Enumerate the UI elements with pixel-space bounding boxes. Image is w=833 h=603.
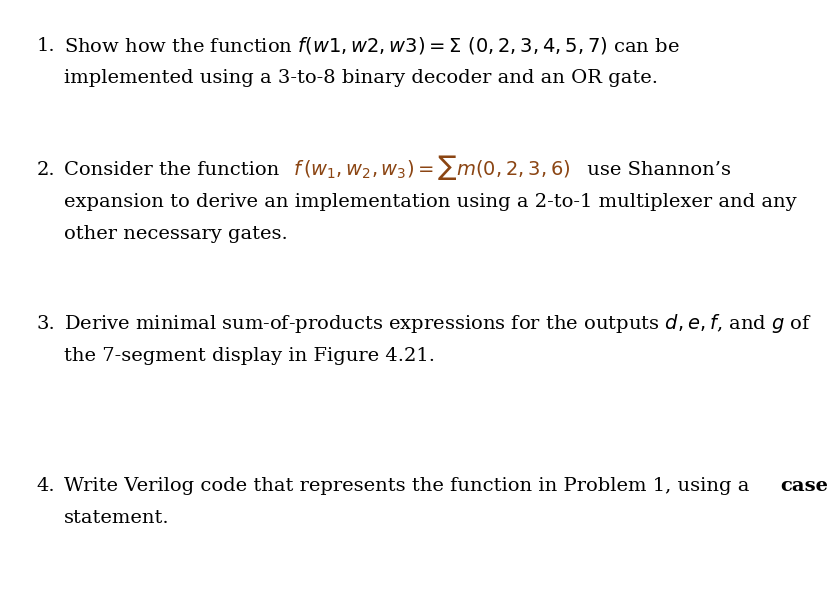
Text: use Shannon’s: use Shannon’s — [581, 161, 731, 179]
Text: 4.: 4. — [37, 478, 56, 496]
Text: Consider the function: Consider the function — [63, 161, 285, 179]
Text: 2.: 2. — [37, 161, 56, 179]
Text: case: case — [781, 478, 829, 496]
Text: 3.: 3. — [37, 315, 56, 333]
Text: Derive minimal sum-of-products expressions for the outputs $d, e, f$, and $g$ of: Derive minimal sum-of-products expressio… — [63, 312, 811, 335]
Text: 1.: 1. — [37, 37, 56, 55]
Text: other necessary gates.: other necessary gates. — [63, 225, 287, 243]
Text: Write Verilog code that represents the function in Problem 1, using a: Write Verilog code that represents the f… — [63, 478, 756, 496]
Text: statement.: statement. — [63, 510, 169, 528]
Text: expansion to derive an implementation using a 2-to-1 multiplexer and any: expansion to derive an implementation us… — [63, 193, 796, 211]
Text: the 7-segment display in Figure 4.21.: the 7-segment display in Figure 4.21. — [63, 347, 435, 365]
Text: Show how the function $f(w1, w2, w3) = \Sigma\ (0, 2, 3, 4, 5, 7)$ can be: Show how the function $f(w1, w2, w3) = \… — [63, 35, 679, 55]
Text: implemented using a 3-to-8 binary decoder and an OR gate.: implemented using a 3-to-8 binary decode… — [63, 69, 657, 87]
Text: $f\,(w_1, w_2, w_3) = \sum m(0, 2, 3, 6)$: $f\,(w_1, w_2, w_3) = \sum m(0, 2, 3, 6)… — [293, 153, 571, 182]
